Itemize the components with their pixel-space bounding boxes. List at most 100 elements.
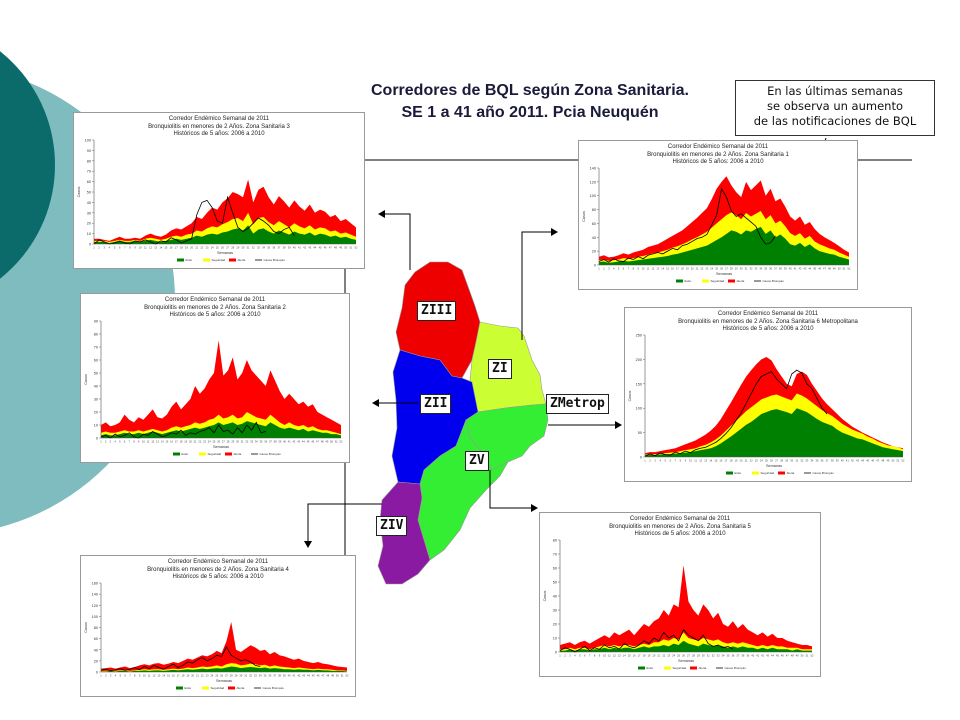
x-tick-label: 11: [694, 459, 697, 463]
y-tick-label: 30: [94, 398, 98, 402]
x-tick-label: 31: [707, 654, 710, 658]
y-tick-label: 30: [553, 609, 557, 613]
series-alerta: [560, 565, 812, 652]
x-tick-label: 40: [751, 654, 754, 658]
legend-label: Casos Bronquio: [725, 666, 747, 670]
x-tick-label: 41: [288, 440, 291, 444]
legend-swatch: [173, 452, 180, 456]
x-tick-label: 1: [598, 267, 600, 271]
x-tick-label: 6: [584, 654, 586, 658]
slide-title-line1: Corredores de BQL según Zona Sanitaria.: [371, 82, 689, 99]
legend-label: Exito: [685, 279, 692, 283]
x-tick-label: 15: [628, 654, 631, 658]
chart-zona-3: Corredor Endémico Semanal de 2011 Bronqui…: [73, 112, 365, 269]
x-tick-label: 37: [826, 459, 829, 463]
x-tick-label: 28: [692, 654, 695, 658]
x-tick-label: 45: [319, 246, 322, 250]
x-tick-label: 21: [745, 459, 748, 463]
x-tick-label: 48: [321, 440, 324, 444]
chart-title-line: Bronquiolitis en menores de 2 Años. Zona…: [144, 304, 286, 311]
y-tick-label: 150: [636, 382, 642, 386]
x-tick-label: 4: [613, 267, 615, 271]
x-tick-label: 28: [730, 267, 733, 271]
chart-title-line: Corredor Endémico Semanal de 2011: [667, 144, 769, 150]
x-tick-label: 51: [806, 654, 809, 658]
x-tick-label: 38: [283, 246, 286, 250]
x-tick-label: 18: [180, 440, 183, 444]
x-tick-label: 3: [569, 654, 571, 658]
x-tick-label: 36: [731, 654, 734, 658]
chart-title-line: Históricos de 5 años: 2006 a 2010: [722, 326, 814, 332]
x-tick-label: 32: [750, 267, 753, 271]
x-tick-label: 6: [124, 440, 126, 444]
x-tick-label: 12: [613, 654, 616, 658]
x-tick-label: 43: [803, 267, 806, 271]
legend-label: Seguridad: [212, 258, 226, 262]
x-tick-label: 44: [771, 654, 774, 658]
x-tick-label: 32: [252, 246, 255, 250]
x-tick-label: 7: [129, 440, 131, 444]
x-tick-label: 37: [269, 440, 272, 444]
y-tick-label: 70: [87, 170, 91, 174]
x-tick-label: 14: [162, 674, 165, 678]
x-tick-label: 46: [324, 246, 327, 250]
x-tick-label: 10: [143, 674, 146, 678]
x-tick-label: 32: [249, 674, 252, 678]
arrow-ziv-head: [304, 541, 312, 548]
legend-swatch: [752, 471, 759, 475]
x-tick-label: 46: [781, 654, 784, 658]
chart-zona-1: Corredor Endémico Semanal de 2011 Bronqui…: [578, 140, 858, 290]
x-tick-label: 20: [740, 459, 743, 463]
x-tick-label: 11: [647, 267, 650, 271]
x-tick-label: 35: [267, 246, 270, 250]
x-tick-label: 41: [292, 674, 295, 678]
x-tick-label: 40: [283, 440, 286, 444]
x-tick-label: 20: [190, 246, 193, 250]
x-tick-label: 13: [157, 674, 160, 678]
x-tick-label: 22: [200, 246, 203, 250]
series-casos-2011: [598, 187, 776, 263]
x-tick-label: 42: [851, 459, 854, 463]
x-tick-label: 31: [247, 246, 250, 250]
x-tick-label: 6: [124, 674, 126, 678]
x-tick-label: 29: [697, 654, 700, 658]
arrow-zv: [489, 470, 532, 509]
legend-label: Casos Bronquio: [260, 452, 282, 456]
x-tick-label: 37: [774, 267, 777, 271]
x-tick-label: 5: [618, 267, 620, 271]
x-tick-label: 11: [144, 246, 147, 250]
y-tick-label: 80: [94, 333, 98, 337]
series-exito: [101, 421, 341, 438]
x-tick-label: 30: [702, 654, 705, 658]
series-casos-2011: [644, 369, 828, 457]
x-tick-label: 51: [896, 459, 899, 463]
x-tick-label: 48: [881, 459, 884, 463]
y-tick-label: 100: [636, 407, 642, 411]
x-tick-label: 8: [133, 440, 135, 444]
x-tick-label: 49: [331, 674, 334, 678]
x-tick-label: 10: [689, 459, 692, 463]
x-tick-label: 21: [196, 674, 199, 678]
arrow-zi: [521, 231, 552, 340]
series-exito: [94, 225, 356, 244]
y-tick-label: 40: [87, 201, 91, 205]
x-tick-label: 16: [719, 459, 722, 463]
y-tick-label: 200: [636, 358, 642, 362]
y-tick-label: 160: [92, 582, 98, 586]
x-tick-label: 27: [775, 459, 778, 463]
x-tick-label: 9: [139, 674, 141, 678]
x-tick-label: 41: [794, 267, 797, 271]
x-tick-label: 44: [313, 246, 316, 250]
x-tick-label: 16: [170, 246, 173, 250]
x-tick-label: 38: [278, 674, 281, 678]
x-tick-label: 25: [715, 267, 718, 271]
x-tick-label: 19: [185, 246, 188, 250]
x-tick-label: 26: [217, 440, 220, 444]
x-tick-label: 27: [725, 267, 728, 271]
x-tick-label: 46: [311, 440, 314, 444]
x-tick-label: 23: [667, 654, 670, 658]
x-tick-label: 51: [341, 674, 344, 678]
legend-swatch: [228, 686, 235, 690]
